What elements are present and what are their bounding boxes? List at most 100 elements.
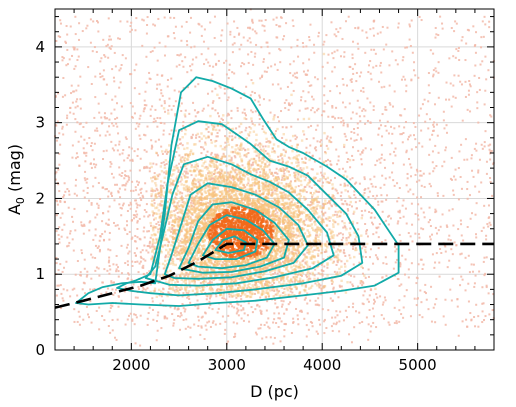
- scatter-point: [401, 59, 404, 62]
- density-cell: [296, 215, 300, 219]
- scatter-point: [90, 145, 93, 148]
- density-cell: [173, 213, 177, 217]
- density-cell: [240, 177, 244, 181]
- scatter-point: [156, 116, 159, 119]
- scatter-point: [164, 213, 167, 216]
- scatter-point: [331, 329, 334, 332]
- density-cell: [297, 168, 301, 172]
- scatter-point: [311, 155, 314, 158]
- scatter-point: [322, 181, 325, 184]
- scatter-point: [342, 203, 345, 206]
- scatter-point: [59, 22, 62, 25]
- scatter-point: [164, 256, 167, 259]
- scatter-point: [86, 274, 89, 277]
- scatter-point: [418, 236, 421, 239]
- scatter-point: [187, 292, 190, 295]
- scatter-point: [58, 163, 61, 166]
- scatter-point: [262, 60, 265, 63]
- scatter-point: [209, 178, 212, 181]
- scatter-point: [349, 79, 352, 82]
- scatter-point: [402, 131, 405, 134]
- density-cell: [316, 265, 319, 269]
- scatter-point: [268, 327, 271, 330]
- scatter-point: [183, 174, 186, 177]
- scatter-point: [352, 302, 355, 305]
- scatter-point: [243, 108, 246, 111]
- scatter-point: [377, 127, 380, 130]
- scatter-point: [376, 32, 379, 35]
- scatter-point: [358, 199, 361, 202]
- density-cell: [268, 141, 271, 144]
- scatter-point: [184, 258, 187, 261]
- scatter-point: [170, 259, 173, 262]
- scatter-point: [382, 317, 385, 320]
- scatter-point: [375, 293, 378, 296]
- scatter-point: [269, 336, 272, 339]
- scatter-point: [129, 25, 132, 28]
- scatter-point: [179, 328, 182, 331]
- density-cell: [308, 204, 312, 207]
- scatter-point: [264, 19, 267, 22]
- scatter-point: [289, 301, 292, 304]
- scatter-point: [218, 171, 221, 174]
- scatter-point: [347, 15, 350, 18]
- scatter-point: [190, 246, 193, 249]
- scatter-point: [83, 258, 86, 261]
- density-cell: [174, 218, 177, 222]
- scatter-point: [105, 291, 108, 294]
- scatter-point: [219, 124, 222, 127]
- scatter-point: [109, 161, 112, 164]
- density-cell: [228, 264, 231, 268]
- density-cell: [254, 161, 258, 165]
- scatter-point: [396, 182, 399, 185]
- scatter-point: [405, 184, 408, 187]
- scatter-point: [178, 90, 181, 93]
- scatter-point: [377, 247, 380, 250]
- scatter-point: [218, 115, 221, 118]
- scatter-point: [197, 315, 200, 318]
- scatter-point: [338, 92, 341, 95]
- scatter-point: [64, 40, 67, 43]
- scatter-point: [86, 24, 89, 27]
- scatter-point: [248, 290, 251, 293]
- scatter-point: [369, 101, 372, 104]
- scatter-point: [128, 146, 131, 149]
- scatter-point: [333, 270, 336, 273]
- scatter-point: [184, 327, 187, 330]
- scatter-point: [272, 18, 275, 21]
- scatter-point: [193, 279, 196, 282]
- scatter-point: [298, 292, 301, 295]
- density-cell: [263, 166, 266, 169]
- scatter-point: [226, 114, 229, 117]
- scatter-point: [136, 154, 139, 157]
- scatter-point: [116, 149, 119, 152]
- scatter-point: [94, 228, 97, 231]
- scatter-point: [210, 281, 213, 284]
- scatter-point: [141, 249, 144, 252]
- scatter-point: [157, 247, 160, 250]
- scatter-point: [409, 315, 412, 318]
- scatter-point: [278, 317, 281, 320]
- scatter-point: [385, 43, 388, 46]
- scatter-point: [304, 297, 307, 300]
- density-cell: [173, 232, 177, 235]
- density-cell: [170, 213, 173, 217]
- scatter-point: [353, 131, 356, 134]
- scatter-point: [427, 308, 430, 311]
- scatter-point: [410, 166, 413, 169]
- density-cell: [150, 187, 153, 190]
- scatter-point: [320, 210, 323, 213]
- scatter-point: [228, 135, 231, 138]
- scatter-point: [361, 320, 364, 323]
- scatter-point: [113, 80, 116, 83]
- scatter-point: [97, 102, 100, 105]
- scatter-point: [174, 129, 177, 132]
- scatter-point: [107, 248, 110, 251]
- scatter-point: [62, 76, 65, 79]
- density-cell: [202, 181, 206, 185]
- scatter-point: [225, 225, 228, 228]
- scatter-point: [323, 94, 326, 97]
- scatter-point: [113, 108, 116, 111]
- scatter-point: [311, 168, 314, 171]
- scatter-point: [93, 287, 96, 290]
